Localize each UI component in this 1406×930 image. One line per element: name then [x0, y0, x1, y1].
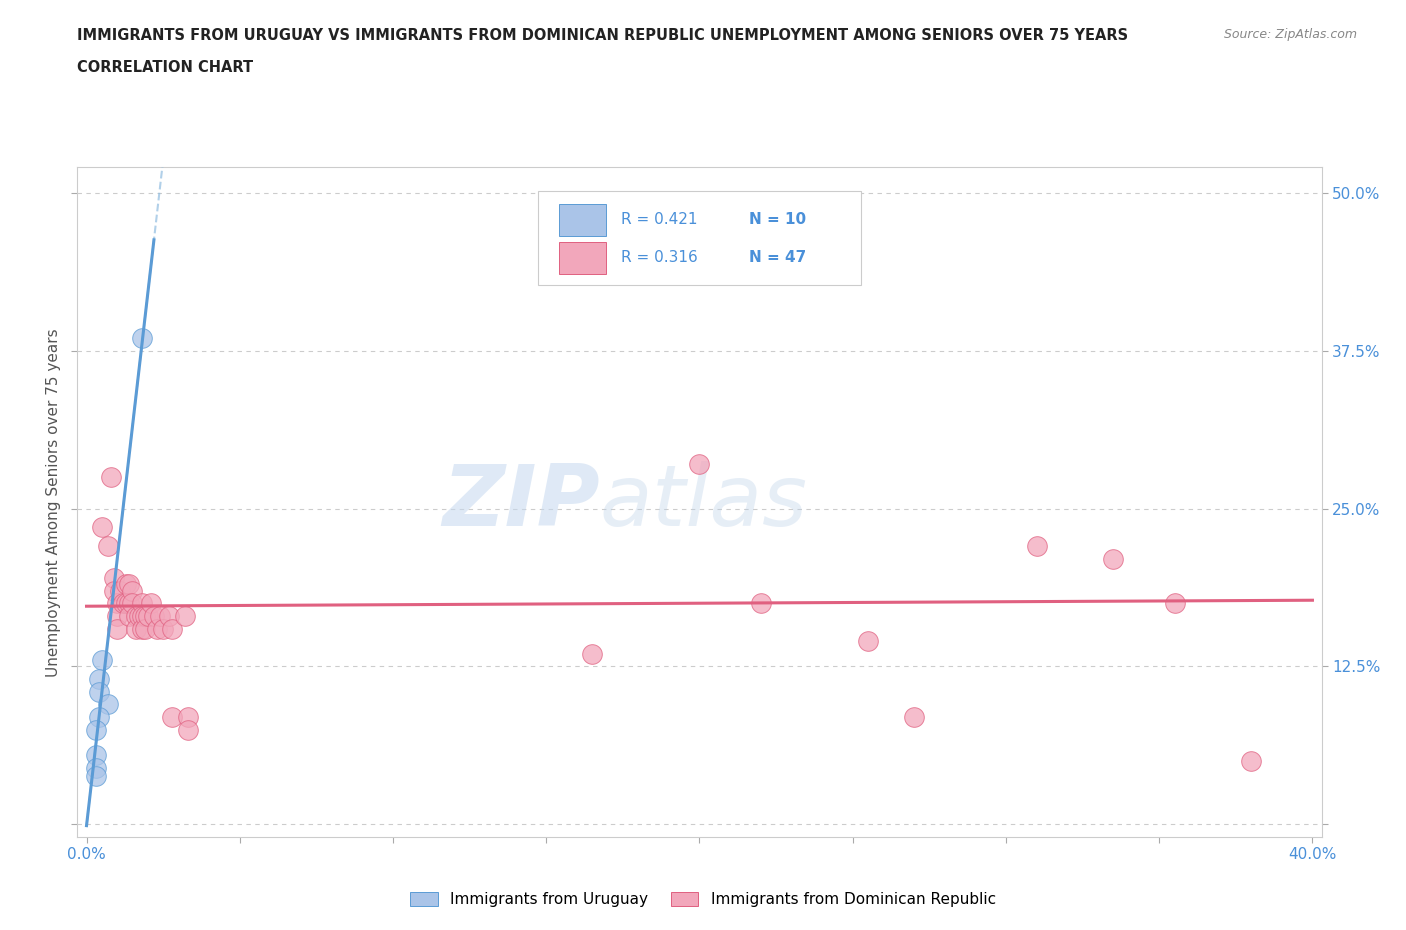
Text: N = 47: N = 47 — [749, 250, 807, 265]
Point — [1102, 551, 1125, 566]
Point — [157, 608, 180, 623]
FancyBboxPatch shape — [558, 204, 606, 235]
Point — [84, 760, 107, 775]
Text: R = 0.316: R = 0.316 — [621, 250, 697, 265]
Point — [162, 710, 184, 724]
Legend: Immigrants from Uruguay, Immigrants from Dominican Republic: Immigrants from Uruguay, Immigrants from… — [404, 885, 1002, 913]
Point — [87, 671, 110, 686]
Point — [658, 255, 681, 270]
Point — [110, 583, 132, 598]
Point — [121, 596, 143, 611]
Point — [688, 457, 710, 472]
Point — [139, 596, 162, 611]
Point — [112, 596, 135, 611]
FancyBboxPatch shape — [558, 242, 606, 273]
Point — [131, 596, 153, 611]
Point — [90, 653, 112, 668]
Point — [903, 710, 925, 724]
Point — [176, 710, 198, 724]
Point — [1163, 596, 1185, 611]
Point — [176, 723, 198, 737]
Point — [134, 621, 156, 636]
Point — [84, 769, 107, 784]
Point — [105, 621, 128, 636]
Point — [115, 596, 138, 611]
Point — [173, 608, 195, 623]
Text: atlas: atlas — [600, 460, 808, 544]
Text: Source: ZipAtlas.com: Source: ZipAtlas.com — [1223, 28, 1357, 41]
Point — [103, 571, 125, 586]
Point — [124, 608, 146, 623]
Point — [749, 596, 772, 611]
Point — [103, 583, 125, 598]
Point — [115, 577, 138, 591]
Point — [105, 596, 128, 611]
Point — [121, 583, 143, 598]
Point — [87, 684, 110, 699]
Point — [142, 608, 165, 623]
Point — [84, 748, 107, 763]
Point — [87, 710, 110, 724]
Point — [136, 608, 159, 623]
Point — [581, 646, 603, 661]
Point — [162, 621, 184, 636]
Point — [97, 539, 120, 554]
Text: R = 0.421: R = 0.421 — [621, 212, 697, 227]
Point — [146, 621, 169, 636]
Point — [124, 621, 146, 636]
Point — [152, 621, 174, 636]
Point — [856, 633, 879, 648]
Text: ZIP: ZIP — [443, 460, 600, 544]
Point — [131, 330, 153, 345]
Point — [128, 608, 150, 623]
Text: IMMIGRANTS FROM URUGUAY VS IMMIGRANTS FROM DOMINICAN REPUBLIC UNEMPLOYMENT AMONG: IMMIGRANTS FROM URUGUAY VS IMMIGRANTS FR… — [77, 28, 1129, 43]
FancyBboxPatch shape — [537, 191, 862, 285]
Point — [1025, 539, 1047, 554]
Point — [97, 697, 120, 711]
Y-axis label: Unemployment Among Seniors over 75 years: Unemployment Among Seniors over 75 years — [45, 328, 60, 676]
Point — [105, 608, 128, 623]
Text: CORRELATION CHART: CORRELATION CHART — [77, 60, 253, 75]
Point — [131, 621, 153, 636]
Point — [118, 608, 141, 623]
Point — [131, 608, 153, 623]
Point — [134, 608, 156, 623]
Point — [118, 577, 141, 591]
Point — [118, 596, 141, 611]
Point — [149, 608, 172, 623]
Point — [84, 723, 107, 737]
Text: N = 10: N = 10 — [749, 212, 807, 227]
Point — [100, 470, 122, 485]
Point — [1240, 753, 1263, 768]
Point — [90, 520, 112, 535]
